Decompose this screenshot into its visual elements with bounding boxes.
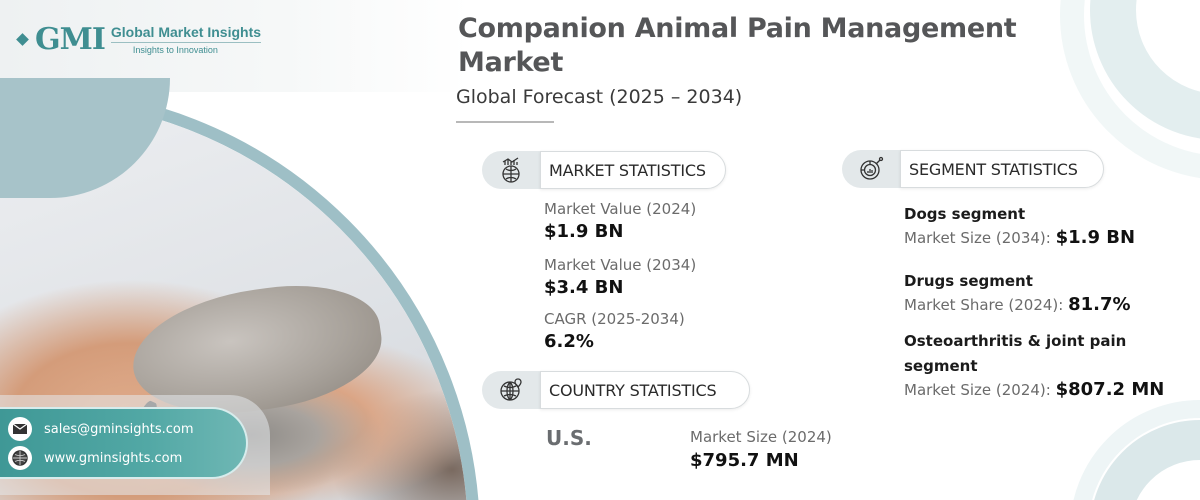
stat-label: CAGR (2025-2034) (544, 310, 685, 328)
envelope-icon (8, 417, 32, 441)
segment-name: Drugs segment (904, 272, 1033, 290)
stat-label: Market Value (2034) (544, 256, 697, 274)
stat-label: Market Size (2024) (690, 428, 832, 446)
segment-metric: Market Size (2034): $1.9 BN (904, 227, 1136, 248)
segment-name: Osteoarthritis & joint pain (904, 332, 1127, 350)
stat-value: $795.7 MN (690, 450, 799, 471)
email-text[interactable]: sales@gminsights.com (44, 421, 194, 437)
stat-value: $3.4 BN (544, 277, 624, 298)
gmi-logo: GMI Global Market Insights Insights to I… (16, 22, 262, 57)
country-name: U.S. (546, 426, 592, 450)
brand-name: Global Market Insights (110, 24, 262, 43)
country-statistics-heading: COUNTRY STATISTICS (540, 371, 750, 409)
globe-chart-icon (482, 151, 540, 189)
stat-label: Market Value (2024) (544, 200, 697, 218)
segment-statistics-header: SEGMENT STATISTICS (842, 150, 1104, 188)
stat-value: $1.9 BN (544, 221, 624, 242)
logo-diamond-icon (16, 33, 29, 46)
stat-value: 6.2% (544, 331, 594, 352)
market-statistics-heading: MARKET STATISTICS (540, 151, 726, 189)
globe-icon (8, 446, 32, 470)
page-title: Companion Animal Pain Management Market (458, 13, 1017, 78)
segment-statistics-heading: SEGMENT STATISTICS (900, 150, 1104, 188)
segment-name-cont: segment (904, 357, 978, 375)
segment-name: Dogs segment (904, 205, 1026, 223)
segment-metric: Market Size (2024): $807.2 MN (904, 379, 1165, 400)
page-subtitle: Global Forecast (2025 – 2034) (456, 86, 743, 108)
brand-tagline: Insights to Innovation (132, 45, 218, 55)
contact-panel: sales@gminsights.com www.gminsights.com (0, 407, 248, 479)
globe-pin-icon (482, 371, 540, 409)
logo-mark: GMI (35, 22, 106, 57)
country-statistics-header: COUNTRY STATISTICS (482, 371, 750, 409)
website-text[interactable]: www.gminsights.com (44, 450, 183, 466)
divider (456, 121, 554, 123)
website-link[interactable]: www.gminsights.com (8, 446, 182, 470)
email-link[interactable]: sales@gminsights.com (8, 417, 194, 441)
market-statistics-header: MARKET STATISTICS (482, 151, 726, 189)
pie-chart-target-icon (842, 150, 900, 188)
segment-metric: Market Share (2024): 81.7% (904, 294, 1131, 315)
